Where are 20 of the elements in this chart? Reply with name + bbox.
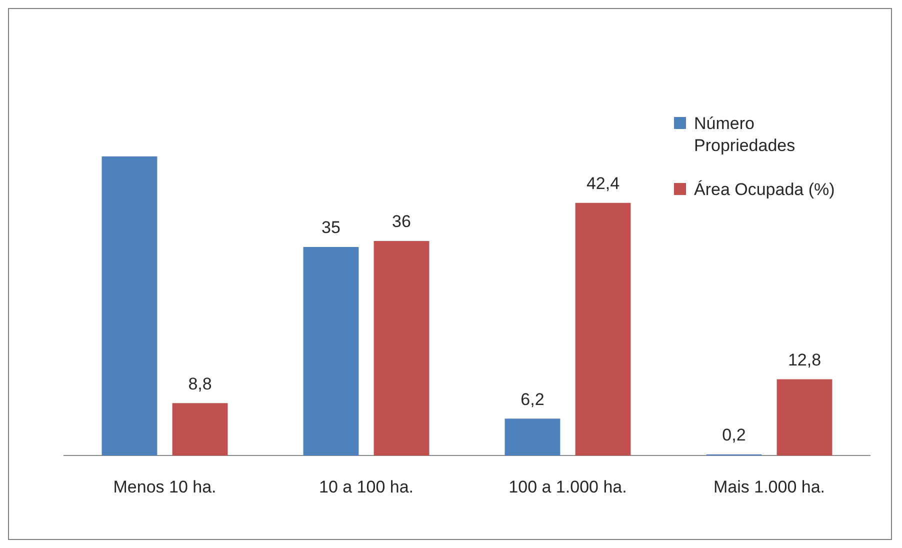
x-tick-label: 10 a 100 ha. [318, 477, 414, 496]
data-label: 6,2 [520, 390, 544, 409]
bar [504, 418, 560, 456]
bar [776, 379, 832, 456]
bar [303, 247, 359, 456]
bar [575, 202, 631, 456]
bar [172, 403, 228, 456]
x-tick-label: Menos 10 ha. [113, 477, 216, 496]
legend-label: Área Ocupada (%) [694, 179, 835, 201]
data-label: 35 [322, 218, 340, 238]
data-label: 42,4 [586, 174, 620, 194]
x-tick-label: 100 a 1.000 ha. [508, 477, 627, 496]
data-label: 8,8 [188, 374, 212, 394]
data-label: 36 [392, 212, 411, 232]
bar [374, 241, 430, 456]
bar [102, 156, 158, 456]
legend-label: Número Propriedades [694, 113, 796, 157]
x-tick-label: Mais 1.000 ha. [713, 477, 826, 496]
data-label: 0,2 [722, 426, 746, 445]
data-label: 12,8 [788, 350, 822, 370]
